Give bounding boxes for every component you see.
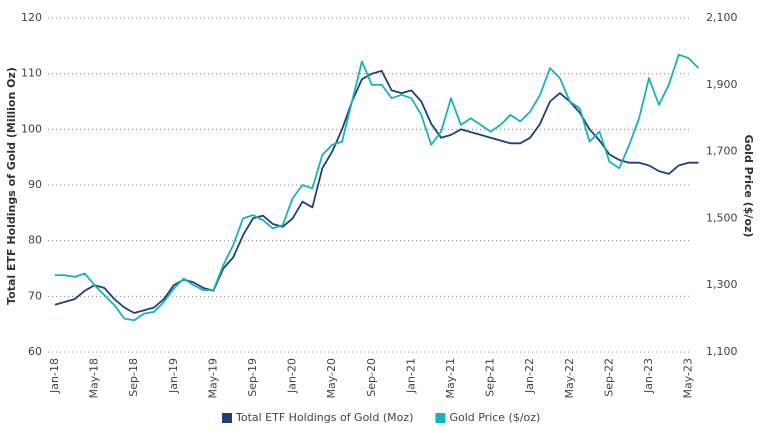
x-tick-label: May-23 xyxy=(682,358,695,399)
x-tick-label: Jan-22 xyxy=(523,358,536,394)
y2-tick-label: 1,300 xyxy=(706,278,738,291)
data-line xyxy=(54,70,699,314)
y-tick-label: 100 xyxy=(21,122,42,135)
x-tick-label: Sep-21 xyxy=(484,358,497,397)
x-tick-label: Jan-23 xyxy=(642,358,655,394)
x-tick-label: May-18 xyxy=(88,358,101,399)
x-tick-label: May-19 xyxy=(206,358,219,399)
y-tick-label: 80 xyxy=(28,234,42,247)
y-tick-label: 90 xyxy=(28,178,42,191)
x-tick-label: May-20 xyxy=(325,358,338,399)
y2-tick-label: 1,100 xyxy=(706,345,738,358)
x-tick-label: Jan-18 xyxy=(48,358,61,394)
x-tick-label: Sep-18 xyxy=(127,358,140,397)
y2-tick-label: 1,500 xyxy=(706,211,738,224)
y2-tick-label: 1,700 xyxy=(706,145,738,158)
legend-label: Gold Price ($/oz) xyxy=(449,411,540,424)
y-axis-title: Total ETF Holdings of Gold (Million Oz) xyxy=(5,67,18,305)
x-tick-label: Jan-21 xyxy=(404,358,417,394)
x-tick-label: Sep-22 xyxy=(602,358,615,397)
y-tick-label: 120 xyxy=(21,11,42,24)
x-tick-label: Jan-19 xyxy=(167,358,180,394)
legend-swatch xyxy=(435,413,446,423)
y2-axis-title: Gold Price ($/oz) xyxy=(742,135,755,238)
x-tick-label: Sep-19 xyxy=(246,358,259,397)
data-line xyxy=(55,53,700,322)
y-tick-label: 60 xyxy=(28,345,42,358)
x-tick-label: Jan-20 xyxy=(286,358,299,394)
x-tick-label: May-21 xyxy=(444,358,457,399)
y2-tick-label: 1,900 xyxy=(706,78,738,91)
y2-tick-label: 2,100 xyxy=(706,11,738,24)
legend-label: Total ETF Holdings of Gold (Moz) xyxy=(235,411,413,424)
legend-swatch xyxy=(222,413,232,423)
x-tick-label: Sep-20 xyxy=(365,358,378,397)
y-tick-label: 70 xyxy=(28,289,42,302)
y-tick-label: 110 xyxy=(21,67,42,80)
x-tick-label: May-22 xyxy=(563,358,576,399)
